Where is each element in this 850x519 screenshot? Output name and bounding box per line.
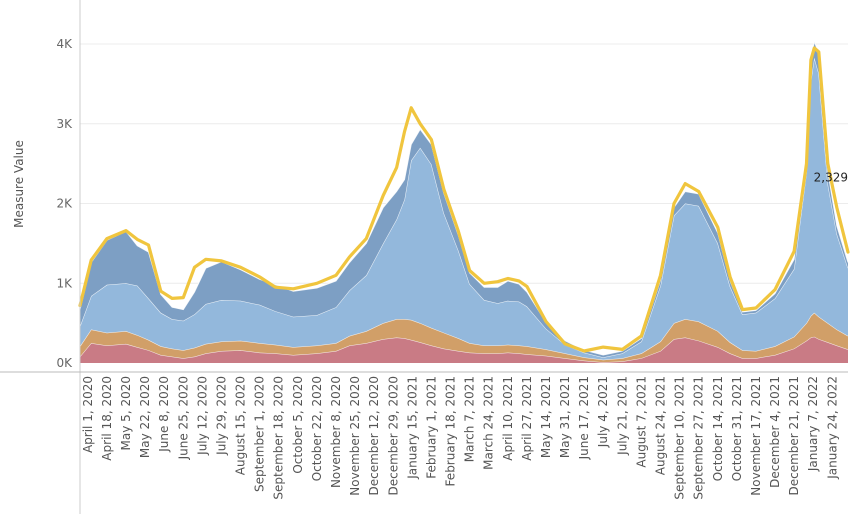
area-series-1 (80, 336, 848, 363)
x-tick-label: June 17, 2021 (577, 376, 591, 460)
x-tick-label: July 21, 2021 (615, 376, 629, 456)
x-tick-label: May 22, 2020 (138, 376, 152, 458)
x-tick-label: April 10, 2021 (501, 376, 515, 461)
x-tick-label: January 15, 2021 (405, 376, 419, 480)
area-series-4 (80, 41, 848, 358)
x-tick-label: March 24, 2021 (482, 376, 496, 470)
y-tick-label: 2K (56, 197, 73, 211)
x-tick-label: September 27, 2021 (692, 376, 706, 500)
x-tick-label: August 24, 2021 (654, 376, 668, 475)
area-series-2 (80, 312, 848, 363)
area-series-4-edge (79, 39, 849, 356)
x-tick-label: December 21, 2021 (787, 376, 801, 495)
y-tick-label: 4K (56, 37, 73, 51)
labels: 2,329 (814, 170, 848, 184)
x-tick-label: July 4, 2021 (596, 376, 610, 448)
x-tick-label: January 7, 2022 (806, 376, 820, 472)
x-tick-label: April 18, 2020 (100, 376, 114, 461)
total-line (78, 46, 850, 353)
x-tick-label: September 10, 2021 (673, 376, 687, 500)
x-tick-label: January 24, 2022 (825, 376, 839, 480)
x-tick-label: November 25, 2020 (348, 376, 362, 496)
x-tick-label: May 31, 2021 (558, 376, 572, 458)
x-tick-label: December 4, 2021 (768, 376, 782, 488)
x-tick-label: October 5, 2020 (291, 376, 305, 474)
y-tick-label: 1K (56, 276, 73, 290)
x-tick-label: November 8, 2020 (329, 376, 343, 488)
y-tick-label: 0K (56, 356, 73, 370)
x-tick-label: April 27, 2021 (520, 376, 534, 461)
area-series-3 (80, 57, 848, 360)
y-axis-title: Measure Value (12, 140, 26, 228)
x-tick-label: July 29, 2020 (215, 376, 229, 456)
x-tick-label: September 18, 2020 (272, 376, 286, 500)
data-label: 2,329 (814, 170, 848, 184)
x-tick-label: July 12, 2020 (195, 376, 209, 456)
x-tick-label: June 8, 2020 (157, 376, 171, 453)
x-tick-label: February 1, 2021 (424, 376, 438, 479)
x-tick-label: February 18, 2021 (444, 376, 458, 486)
y-tick-label: 3K (56, 117, 73, 131)
x-tick-label: June 25, 2020 (176, 376, 190, 460)
x-tick-label: October 22, 2020 (310, 376, 324, 481)
x-tick-label: November 17, 2021 (749, 376, 763, 496)
x-tick-label: October 31, 2021 (730, 376, 744, 481)
x-tick-label: September 1, 2020 (253, 376, 267, 492)
stacked-areas (79, 39, 849, 363)
x-tick-label: December 12, 2020 (367, 376, 381, 495)
x-tick-label: August 15, 2020 (234, 376, 248, 475)
x-tick-label: May 5, 2020 (119, 376, 133, 450)
x-tick-label: May 14, 2021 (539, 376, 553, 458)
x-tick-label: April 1, 2020 (81, 376, 95, 453)
x-tick-label: October 14, 2021 (711, 376, 725, 481)
total-line-layer (78, 46, 850, 353)
x-tick-label: March 7, 2021 (463, 376, 477, 462)
x-tick-label: December 29, 2020 (386, 376, 400, 495)
x-tick-label: August 7, 2021 (634, 376, 648, 468)
